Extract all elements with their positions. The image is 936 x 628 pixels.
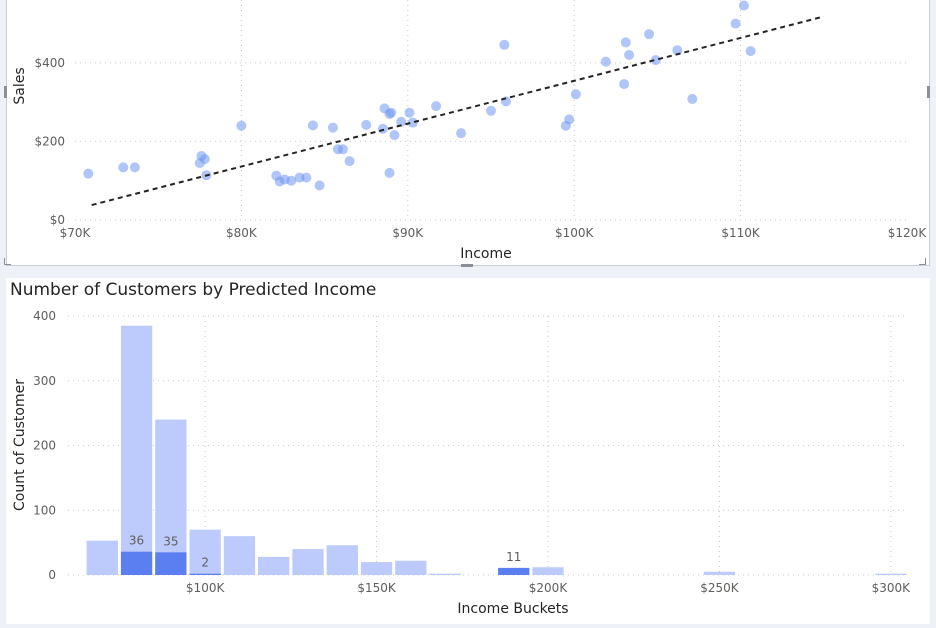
y-tick-label: $0 [50,213,65,227]
data-point [118,162,129,173]
data-point [687,94,698,104]
customers-by-income-histogram-chart: 0 100 200 300 400 $100K $150K $200K $250K $300K 36… [12,309,912,617]
bar-total [429,573,461,575]
x-tick-label: $120K [888,226,928,240]
bar-highlight [189,573,221,575]
bar-total [703,571,736,575]
data-point [456,128,467,139]
data-point [361,119,372,130]
y-tick-label: $400 [34,56,65,70]
data-point [389,130,400,141]
data-point [386,107,397,118]
data-point [431,101,442,112]
x-tick-label: $80K [226,226,258,240]
y-axis-title: Count of Customer [12,379,28,511]
data-point [650,55,661,66]
data-point [624,50,635,60]
resize-handle-left[interactable] [4,86,7,98]
y-tick-label: 100 [33,503,56,517]
data-point [644,29,655,40]
bar-highlight [120,551,153,575]
data-point [327,122,338,133]
data-label: 11 [506,550,521,564]
x-tick-label: $100K [186,581,226,595]
data-point [600,56,611,67]
data-point [337,144,348,155]
trend-line [91,15,825,207]
data-point [564,114,575,125]
data-point [619,79,630,90]
data-label: 2 [201,556,209,570]
data-point [384,167,395,178]
bar-total [86,540,118,575]
resize-handle-right[interactable] [927,86,930,98]
sales-vs-income-scatter-chart: $0 $200 $400 $70K $80K $90K $100K $110K $120K Inc… [12,0,928,262]
data-point [307,120,318,131]
bar-total [189,529,221,575]
bar-total [155,419,187,575]
bar-total [258,556,290,575]
x-tick-label: $100K [555,226,595,240]
y-tick-label: 300 [33,374,56,388]
bar-total [326,545,358,575]
chart-title: Number of Customers by Predicted Income [10,280,377,300]
bar-total [875,573,907,575]
data-point [199,154,210,165]
data-point [570,89,581,100]
y-axis-title: Sales [12,67,28,104]
data-point [314,180,325,191]
bar-total [360,562,393,575]
x-axis-title: Income [460,246,512,262]
x-tick-label: $110K [721,226,761,240]
x-tick-label: $300K [872,581,912,595]
data-point [301,172,312,183]
bar-highlight [498,567,530,575]
y-tick-label: 400 [33,309,56,323]
resize-handle-bottom-left[interactable] [4,258,11,265]
bar-highlight [155,552,187,575]
x-tick-label: $150K [357,581,397,595]
data-point [407,117,418,128]
data-point [396,116,407,127]
data-point [286,175,297,186]
resize-handle-bottom-right[interactable] [919,258,926,265]
bar-total [292,549,324,575]
data-point [745,46,756,57]
sales-vs-income-scatter-panel[interactable]: $0 $200 $400 $70K $80K $90K $100K $110K $120K Inc… [6,0,930,266]
data-label: 35 [163,534,178,548]
data-label: 36 [129,534,144,548]
resize-handle-bottom[interactable] [461,264,473,267]
data-point [738,0,749,11]
x-axis-title: Income Buckets [457,601,568,617]
data-point [129,162,140,173]
y-tick-label: 0 [48,568,56,582]
y-tick-label: 200 [33,439,56,453]
bar-total [395,560,427,575]
data-point [83,168,94,179]
data-point [730,18,741,29]
x-tick-label: $200K [529,581,569,595]
data-point [404,107,415,118]
bar-total [532,567,564,575]
data-point [620,37,631,48]
bar-total [120,325,153,575]
data-point [377,123,388,134]
data-point [344,156,355,167]
customers-by-income-histogram-panel[interactable]: Number of Customers by Predicted Income … [6,278,930,624]
x-tick-label: $70K [60,226,92,240]
data-point [486,105,496,116]
y-tick-label: $200 [34,134,65,148]
data-point [236,120,247,131]
x-tick-label: $250K [700,581,740,595]
x-tick-label: $90K [392,226,424,240]
data-point [499,39,510,50]
bar-total [223,536,256,575]
